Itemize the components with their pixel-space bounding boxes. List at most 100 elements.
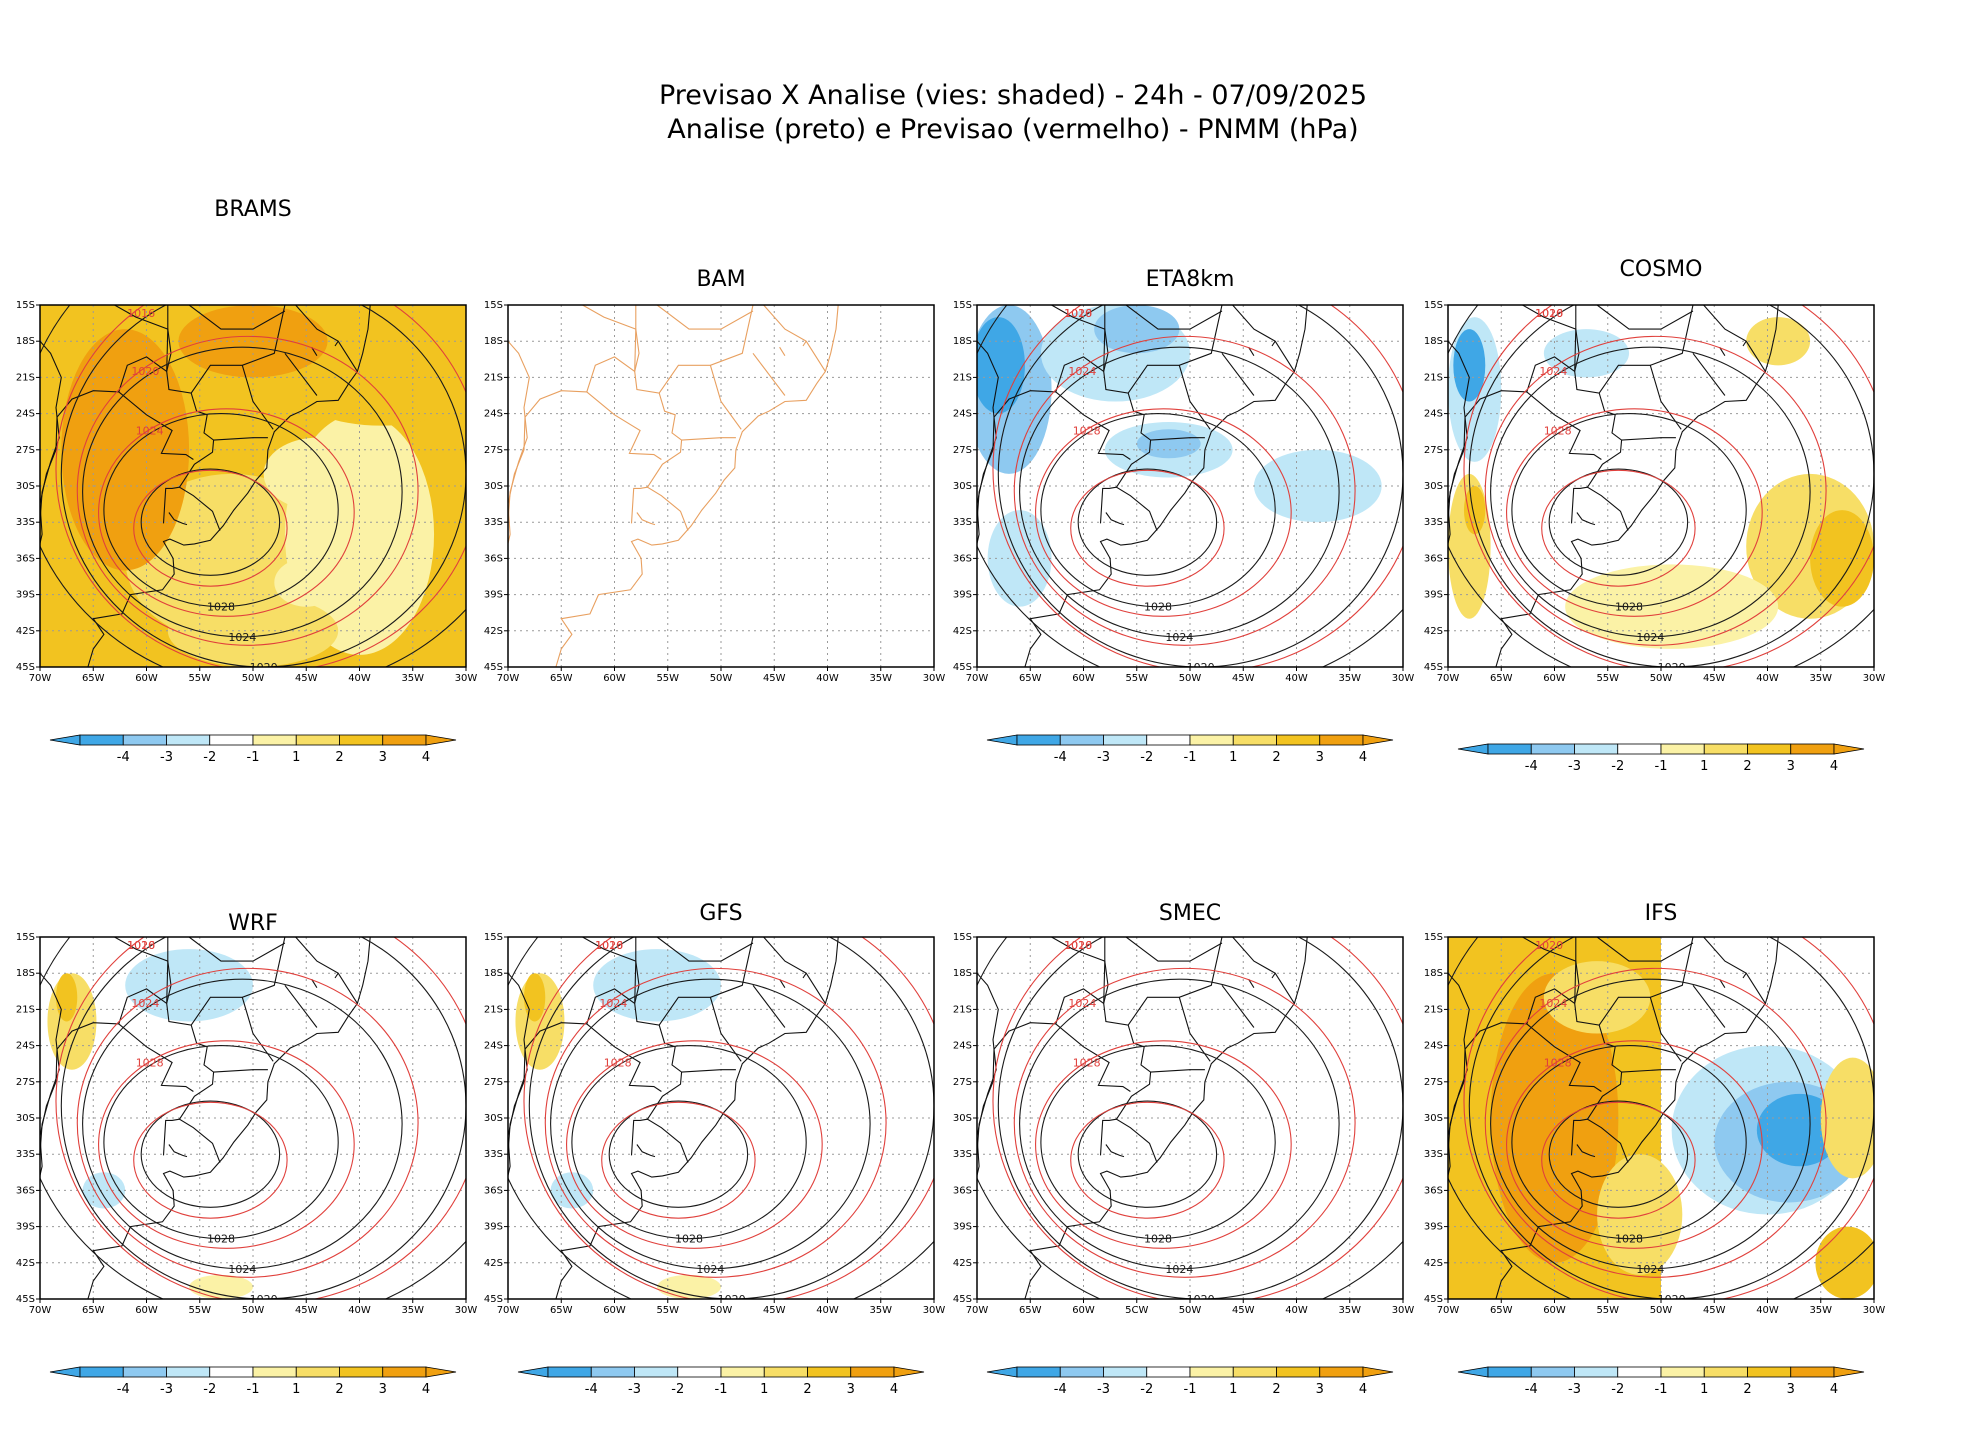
isobar-label-analysis: 1028 <box>207 601 235 614</box>
isobar-forecast <box>76 335 419 646</box>
x-tick-label: 55W <box>656 673 679 684</box>
isobar-label-forecast: 1024 <box>136 425 164 438</box>
map-area: 1028 1024 1020 1016 1024 1020 1016 <box>40 305 466 667</box>
country-border <box>1692 352 1726 396</box>
isobar-forecast <box>1013 967 1356 1278</box>
isobar-forecast <box>1463 305 1874 667</box>
isobar-label-analysis: 1024 <box>696 1263 724 1276</box>
y-tick-label: 21S <box>484 372 503 383</box>
y-tick-label: 21S <box>1424 372 1443 383</box>
y-tick-label: 18S <box>1424 968 1443 979</box>
isobar-label-forecast: 1024 <box>1539 997 1567 1010</box>
x-tick-label: 65W <box>1019 1305 1042 1316</box>
y-tick-label: 36S <box>953 553 972 564</box>
country-border <box>681 437 736 441</box>
x-tick-label: 60W <box>603 673 626 684</box>
x-tick-label: 30W <box>923 673 946 684</box>
colorbar-label: -3 <box>160 1382 173 1397</box>
coastline <box>1495 937 1779 1299</box>
andes-outline <box>40 340 62 525</box>
x-tick-label: 60W <box>1072 1305 1095 1316</box>
country-border <box>634 305 689 531</box>
colorbar-label: 3 <box>1787 759 1795 774</box>
y-tick-label: 18S <box>1424 336 1443 347</box>
country-border <box>1103 937 1158 1163</box>
lake-outline <box>334 340 339 347</box>
y-tick-label: 21S <box>16 1004 35 1015</box>
figure-title-line-1: Previsao X Analise (vies: shaded) - 24h … <box>659 80 1367 111</box>
x-tick-label: 35W <box>1338 673 1361 684</box>
isobar-analysis <box>1040 413 1276 608</box>
lake-outline <box>1742 340 1747 347</box>
isobar-label-analysis: 1020 <box>1187 661 1215 674</box>
y-tick-label: 30S <box>1424 481 1443 492</box>
isobar-forecast <box>1506 408 1763 617</box>
x-tick-label: 70W <box>29 1305 52 1316</box>
panel-title: BRAMS <box>214 197 291 222</box>
map-area: 1028 1024 1020 1028 1024 1020 <box>1448 937 1874 1299</box>
isobar-label-analysis: 1028 <box>1144 601 1172 614</box>
bias-shade <box>1543 961 1651 1034</box>
isobar-forecast <box>992 305 1403 667</box>
lake-outline <box>1719 346 1726 356</box>
colorbar-cell <box>1189 734 1234 746</box>
colorbar-cell <box>79 1366 124 1378</box>
colorbar-label: -2 <box>1611 1382 1624 1397</box>
x-tick-label: 50W <box>1179 673 1202 684</box>
andes-outline <box>508 340 530 525</box>
y-tick-label: 15S <box>484 300 503 311</box>
country-border <box>213 437 268 441</box>
isobar-analysis <box>1077 468 1218 576</box>
country-border <box>284 352 318 396</box>
x-tick-label: 45W <box>1232 673 1255 684</box>
y-tick-label: 30S <box>16 1113 35 1124</box>
colorbar-end-high <box>1833 1366 1865 1378</box>
country-border <box>1125 305 1223 330</box>
andes-outline <box>1448 340 1470 525</box>
panel-title: COSMO <box>1620 257 1703 282</box>
gridlines <box>508 305 934 667</box>
isobars <box>40 937 466 1299</box>
x-tick-label: 50W <box>1650 673 1673 684</box>
coastline-and-borders <box>40 937 371 1299</box>
y-tick-label: 27S <box>953 445 972 456</box>
y-tick-label: 21S <box>484 1004 503 1015</box>
bias-shade <box>523 973 546 1022</box>
isobar-label-forecast: 1020 <box>131 365 159 378</box>
colorbar: -4 -3 -2 -1 1 2 3 4 <box>49 734 457 765</box>
bias-shade <box>1810 510 1874 607</box>
y-tick-label: 33S <box>484 517 503 528</box>
colorbar-label: -3 <box>1097 750 1110 765</box>
andes-outline <box>1448 972 1470 1157</box>
x-tick-label: 40W <box>816 673 839 684</box>
colorbar-cell <box>634 1366 679 1378</box>
country-border <box>114 937 169 1004</box>
bias-shade <box>125 949 253 1022</box>
country-border <box>1221 984 1255 1028</box>
country-border <box>241 997 274 1062</box>
y-tick-label: 30S <box>484 481 503 492</box>
colorbar-cell <box>166 1366 211 1378</box>
colorbar-cell <box>1319 734 1364 746</box>
country-border <box>114 305 169 372</box>
colorbar-cell <box>1574 743 1619 755</box>
y-tick-label: 42S <box>953 626 972 637</box>
lake-outline <box>334 972 339 979</box>
colorbar-label: 2 <box>335 1382 343 1397</box>
x-tick-label: 60W <box>135 673 158 684</box>
x-tick-label: 45W <box>295 673 318 684</box>
lake-outline <box>311 346 318 356</box>
colorbar-cell <box>1530 1366 1575 1378</box>
isobars <box>1448 937 1874 1299</box>
isobar-forecast <box>992 937 1403 1299</box>
colorbar-cell <box>1617 1366 1662 1378</box>
isobar-label-analysis: 1016 <box>260 1317 288 1330</box>
isobar-analysis <box>1040 1045 1276 1240</box>
colorbar-cell <box>382 1366 427 1378</box>
isobar-label-analysis: 1024 <box>228 631 256 644</box>
isobar-analysis <box>103 1045 339 1240</box>
colorbar-label: 1 <box>1700 1382 1708 1397</box>
